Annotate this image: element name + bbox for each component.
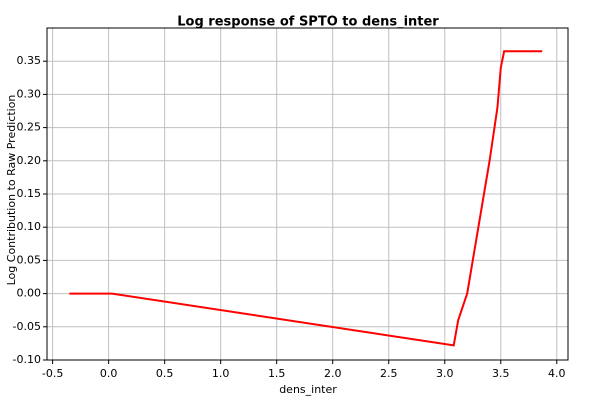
y-tick-label: 0.35	[17, 54, 42, 67]
chart-title: Log response of SPTO to dens_inter	[177, 15, 439, 30]
y-tick-label: 0.25	[17, 121, 42, 134]
x-tick-label: 1.0	[212, 367, 230, 380]
y-tick-label: 0.10	[17, 220, 42, 233]
x-tick-label: 0.5	[156, 367, 174, 380]
x-tick-label: 2.0	[324, 367, 342, 380]
y-axis-label: Log Contribution to Raw Prediction	[5, 95, 18, 286]
y-tick-label: -0.05	[13, 320, 41, 333]
line	[69, 50, 543, 347]
y-tick-label: 0.30	[17, 87, 42, 100]
y-tick-label: 0.15	[17, 187, 42, 200]
x-tick-label: -0.5	[42, 367, 63, 380]
x-axis-label: dens_inter	[279, 383, 337, 396]
y-tick-label: 0.05	[17, 253, 42, 266]
x-tick-label: 3.0	[436, 367, 454, 380]
x-tick-label: 4.0	[548, 367, 566, 380]
x-tick-label: 2.5	[380, 367, 398, 380]
y-tick-label: -0.10	[13, 353, 41, 366]
plot-frame	[46, 27, 569, 361]
y-tick-label: 0.00	[17, 287, 42, 300]
x-tick-label: 3.5	[492, 367, 510, 380]
y-tick-label: 0.20	[17, 154, 42, 167]
x-tick-label: 0.0	[100, 367, 118, 380]
x-tick-label: 1.5	[268, 367, 286, 380]
